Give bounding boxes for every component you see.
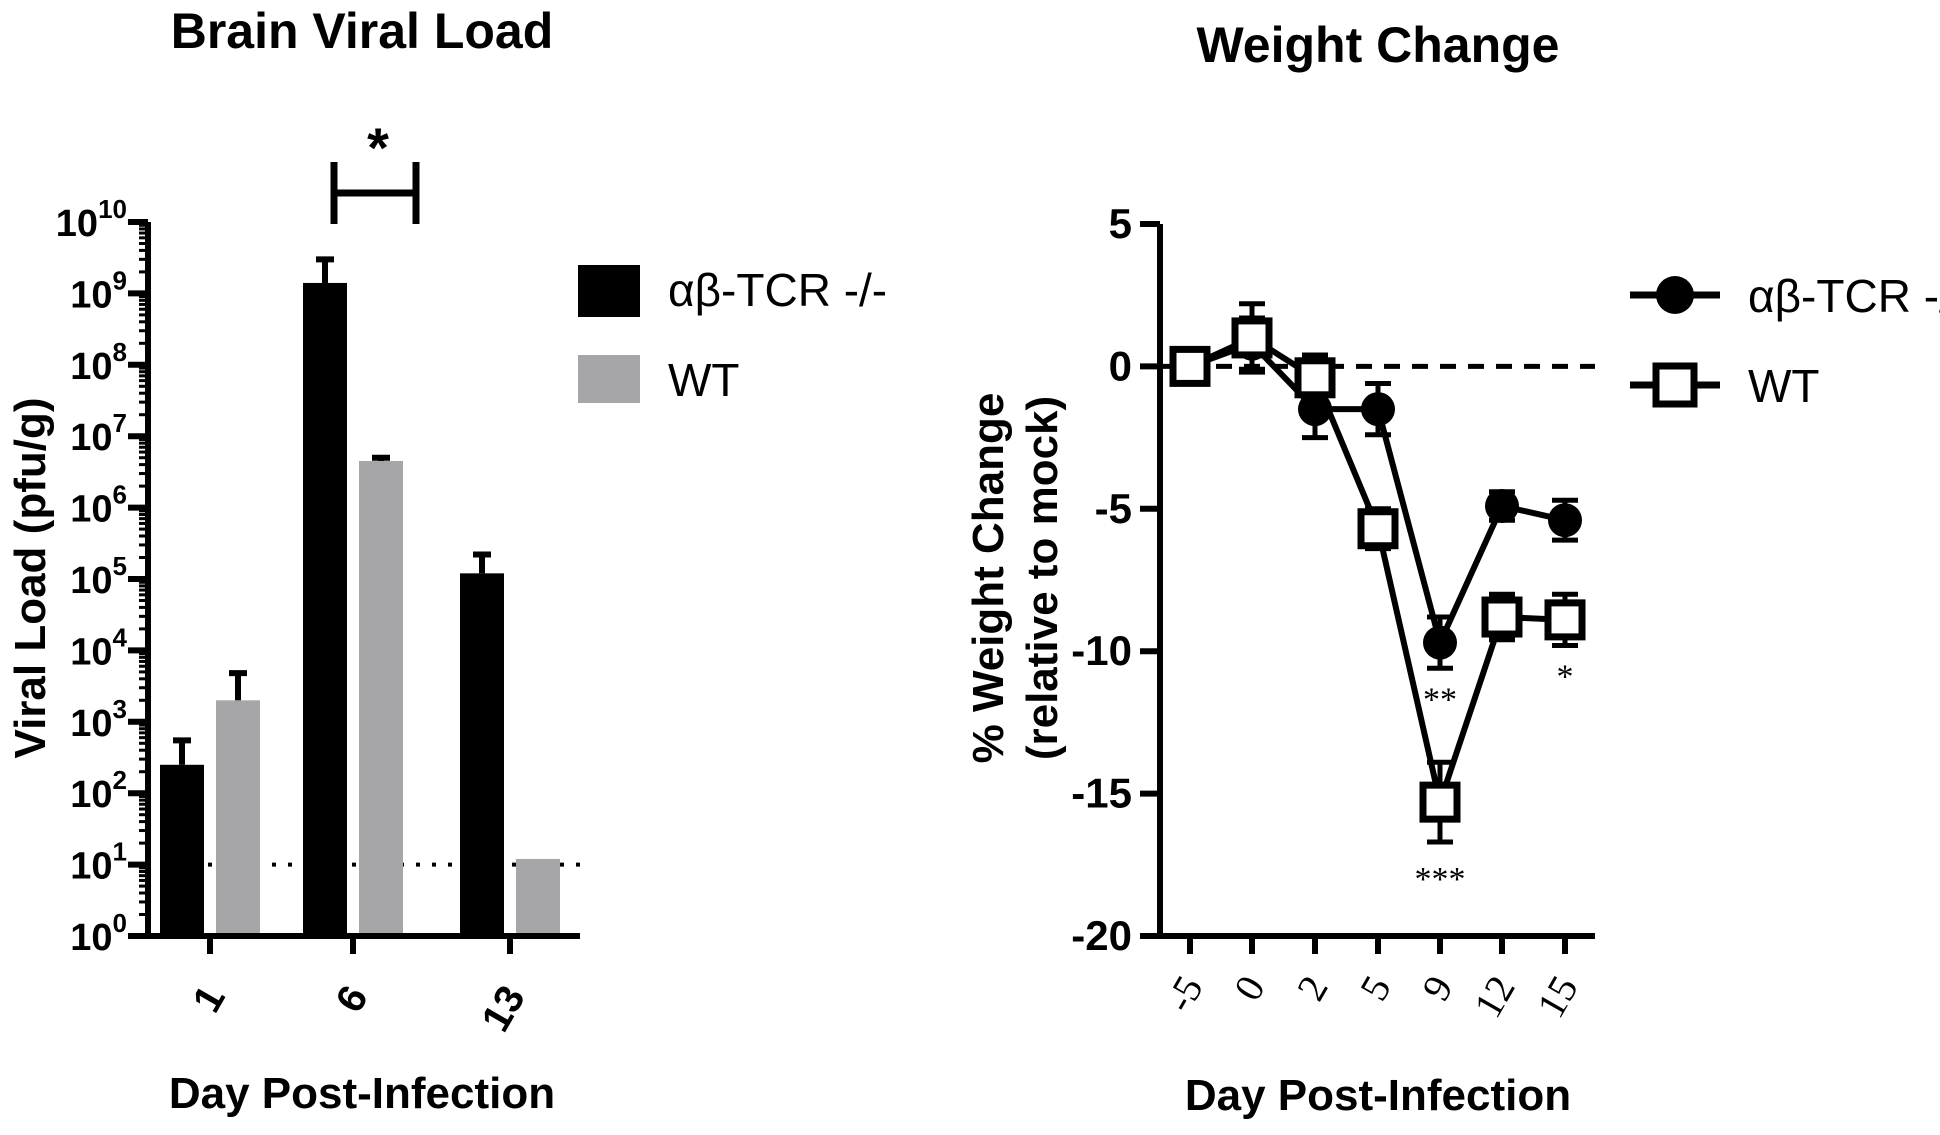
viral-load-xlabel: Day Post-Infection (169, 1069, 555, 1118)
bar-wt-day13 (516, 858, 560, 936)
x-tick-label: 12 (1465, 968, 1524, 1025)
significance-annotation: * (1557, 659, 1574, 696)
y-tick-label: 109 (70, 265, 127, 316)
y-tick-label: 106 (70, 480, 127, 531)
y-tick-label: 101 (70, 837, 127, 888)
point-wt-day2 (1294, 357, 1336, 399)
y-tick-label: 100 (70, 908, 127, 959)
bar-tcr-day6 (303, 282, 347, 937)
significance-star-day6: * (367, 116, 389, 179)
point-wt-day15 (1544, 599, 1586, 641)
y-tick-label: 103 (70, 694, 127, 745)
significance-annotation: *** (1415, 861, 1466, 898)
legend-marker-tcr (1656, 276, 1694, 314)
legend2-label-wt: WT (1748, 360, 1820, 412)
y-tick-label: 107 (70, 408, 127, 459)
point-wt-day0 (1231, 317, 1273, 359)
weight-change-xlabel: Day Post-Infection (1185, 1071, 1571, 1120)
point-tcr-day15 (1548, 503, 1582, 538)
point-tcr-day5 (1361, 392, 1395, 427)
point-tcr-day2 (1298, 392, 1332, 427)
x-tick-label: 9 (1413, 968, 1462, 1008)
y-tick-label: 102 (70, 765, 127, 816)
x-tick-label: 5 (1351, 968, 1400, 1008)
point-wt-day-5 (1169, 345, 1211, 387)
viral-load-plot-area: 100 101 102 103 104 105 106 107 108 109 1010 1 6 13 (56, 194, 580, 1039)
y-tick-label: -20 (1071, 912, 1132, 959)
point-tcr-day9 (1423, 625, 1457, 660)
bar-wt-day6 (359, 460, 403, 936)
weight-change-title: Weight Change (1197, 17, 1560, 73)
viral-load-title: Brain Viral Load (171, 3, 554, 59)
legend-label-wt: WT (668, 354, 740, 406)
point-wt-day12 (1481, 596, 1523, 638)
y-tick-label: 108 (70, 337, 127, 388)
legend2-label-tcr: αβ-TCR -/- (1748, 270, 1940, 322)
bar-tcr-day13 (460, 573, 504, 936)
weight-change-ylabel-line1: % Weight Change (964, 393, 1013, 764)
legend-label-tcr: αβ-TCR -/- (668, 264, 887, 316)
viral-load-ylabel: Viral Load (pfu/g) (6, 398, 55, 759)
y-tick-label: 0 (1109, 342, 1132, 389)
x-tick-label: 2 (1288, 968, 1337, 1008)
bar-tcr-day1 (160, 764, 204, 936)
x-tick-label: 15 (1528, 968, 1587, 1025)
x-tick-label: -5 (1156, 968, 1212, 1019)
legend-swatch-tcr (578, 265, 640, 317)
legend-marker-wt (1652, 362, 1698, 408)
x-tick-label: 6 (328, 979, 377, 1020)
weight-change-ylabel-line2: (relative to mock) (1018, 396, 1067, 760)
weight-change-plot-area: 50-5-10-15-20-5 0 2 5 9 12 15****** (1071, 200, 1595, 1025)
y-tick-label: 1010 (56, 194, 127, 245)
x-tick-label: 0 (1225, 968, 1274, 1008)
y-tick-label: 5 (1109, 200, 1132, 247)
significance-bracket (330, 162, 420, 224)
y-tick-label: 105 (70, 551, 127, 602)
legend-swatch-wt (578, 355, 640, 403)
y-tick-label: -5 (1095, 485, 1132, 532)
point-tcr-day12 (1485, 488, 1519, 523)
x-tick-label: 1 (185, 979, 234, 1020)
y-tick-label: -15 (1071, 770, 1132, 817)
x-tick-label: 13 (473, 979, 533, 1040)
point-wt-day9 (1419, 781, 1461, 823)
y-tick-label: 104 (70, 622, 127, 673)
significance-annotation: ** (1423, 681, 1457, 718)
point-wt-day5 (1357, 508, 1399, 550)
bar-wt-day1 (216, 700, 260, 936)
y-tick-label: -10 (1071, 627, 1132, 674)
